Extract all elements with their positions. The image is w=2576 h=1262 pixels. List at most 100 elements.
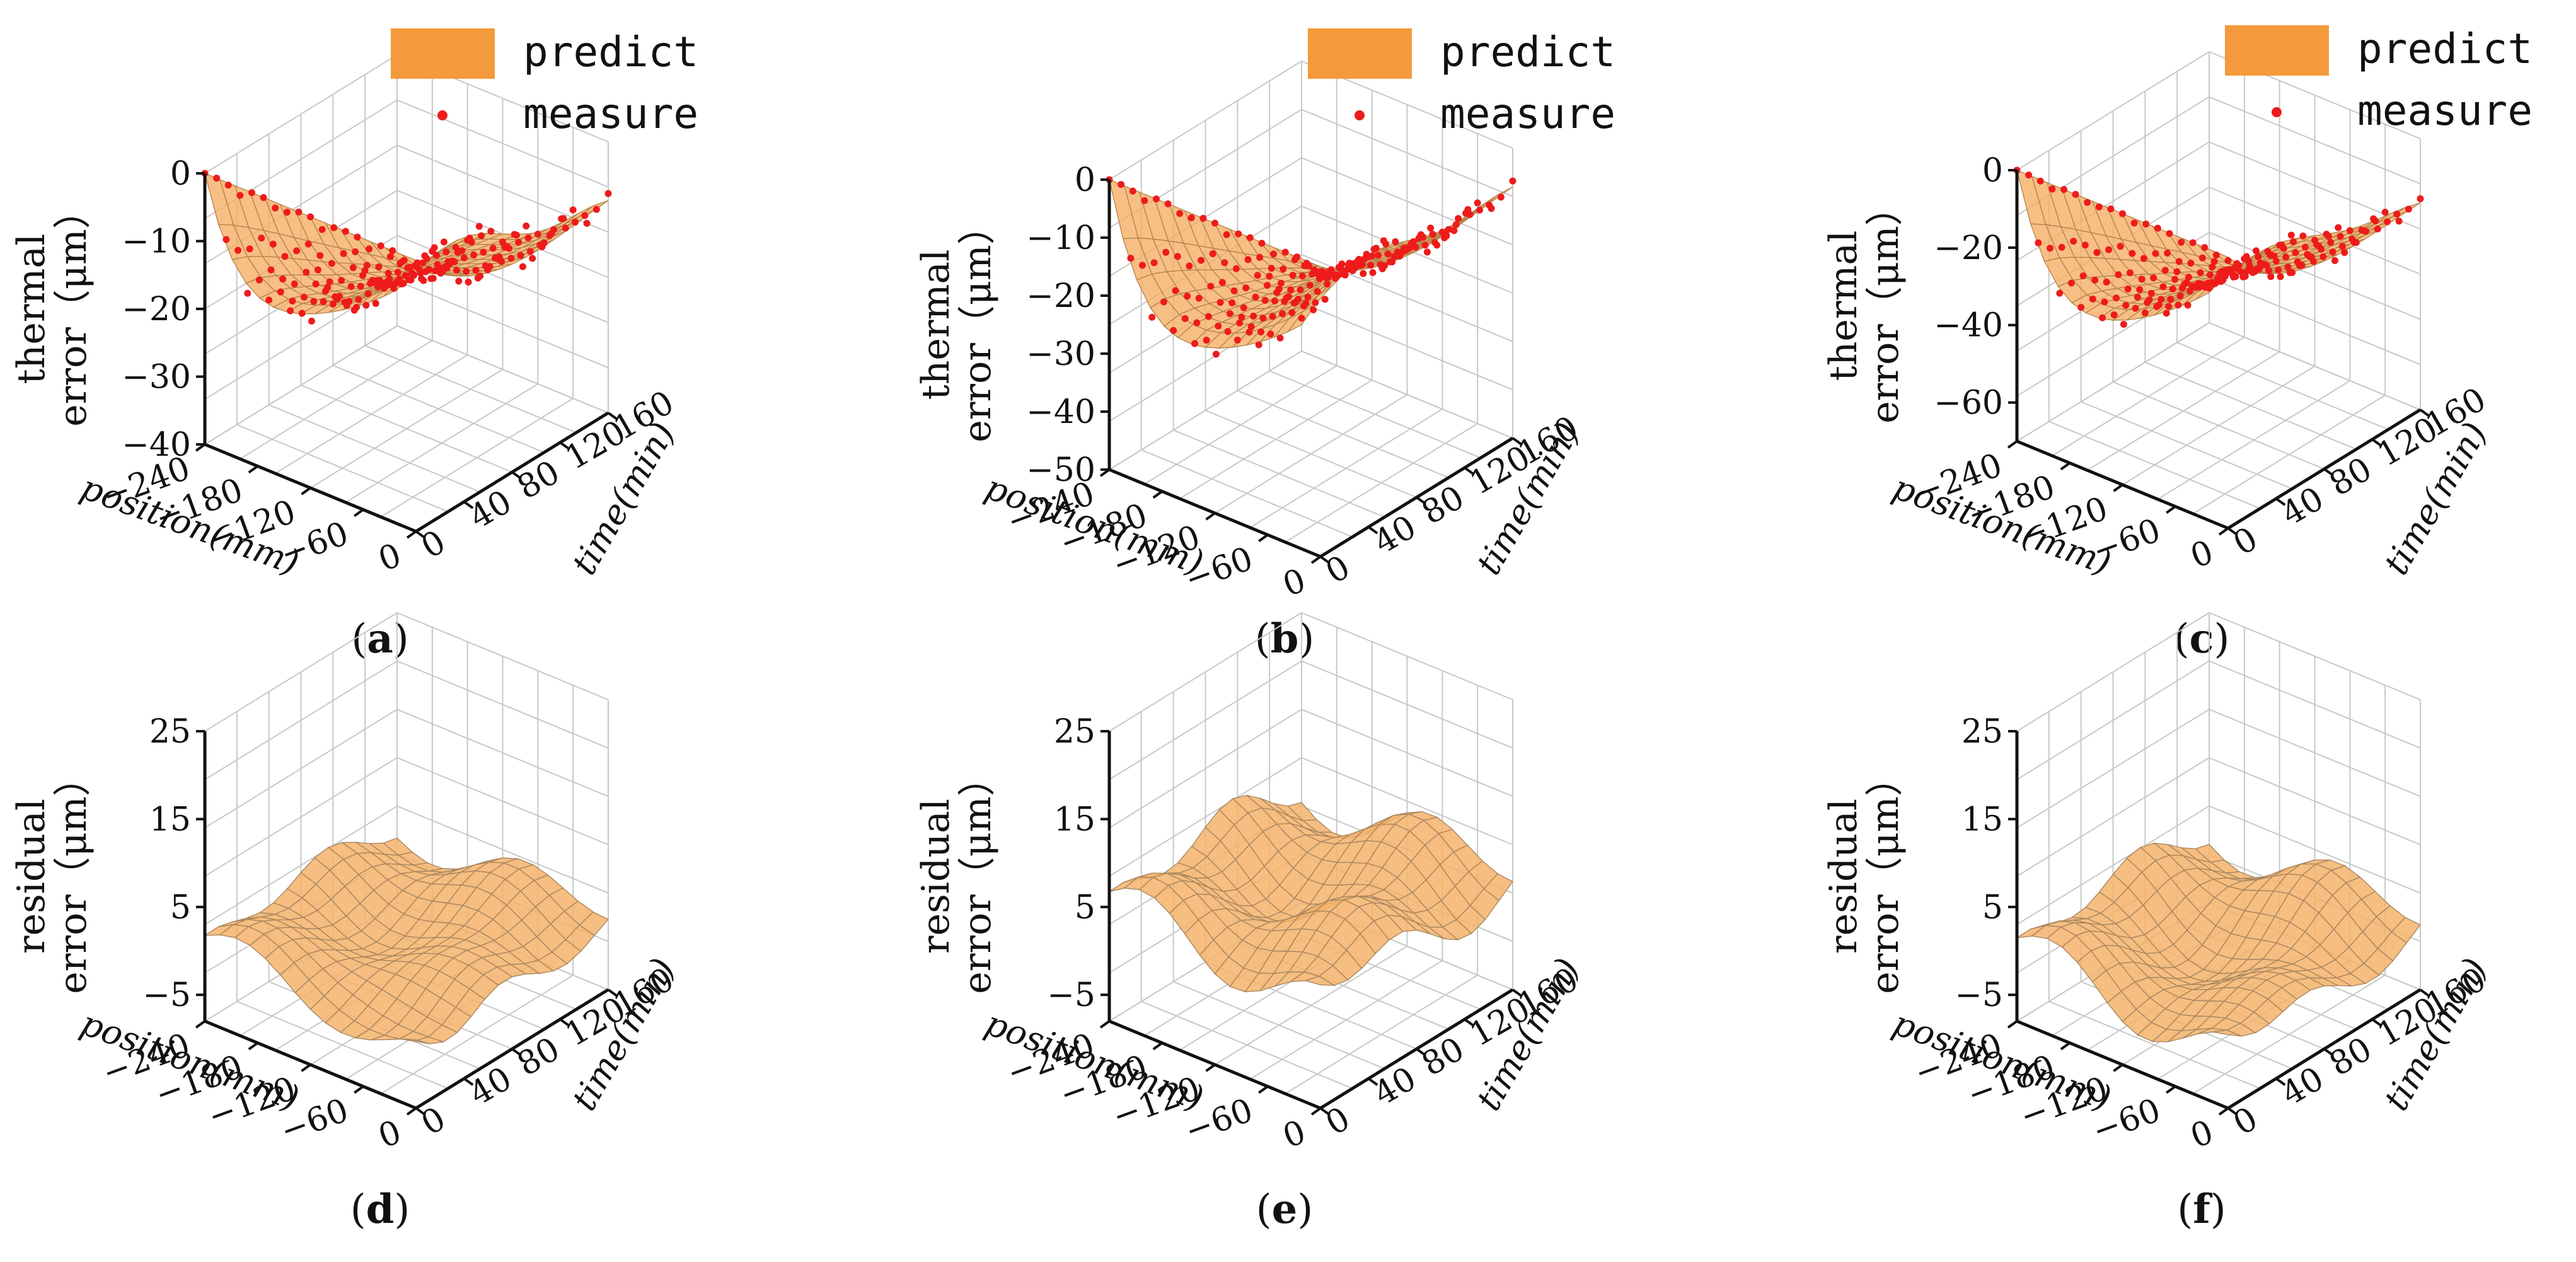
measure-point — [2205, 284, 2213, 292]
measure-point — [1254, 272, 1261, 279]
y-tick-mark — [2275, 497, 2286, 506]
measure-point — [1150, 259, 1158, 267]
measure-point — [1212, 350, 1220, 358]
measure-point — [338, 277, 345, 284]
measure-point — [1316, 275, 1324, 282]
measure-point — [362, 301, 370, 309]
grid-line — [1109, 660, 1302, 780]
measure-point — [2346, 227, 2354, 234]
measure-point — [1257, 328, 1265, 336]
panel-label-f: (f) — [2177, 1186, 2226, 1233]
x-tick-mark — [2007, 440, 2018, 449]
measure-point — [1287, 286, 1295, 294]
z-axis-label-line1: thermal — [9, 234, 54, 385]
z-tick-label: 15 — [1054, 801, 1095, 838]
x-tick-label: 0 — [1278, 562, 1311, 605]
measure-point — [2311, 236, 2318, 244]
measure-point — [2126, 269, 2134, 277]
z-axis-label-line1: thermal — [914, 250, 958, 400]
measure-point — [384, 269, 392, 277]
measure-point — [2267, 273, 2275, 281]
measure-point — [1195, 294, 1203, 302]
measure-point — [1452, 221, 1460, 228]
measure-point — [1344, 261, 1352, 269]
legend-swatch-predict — [1308, 28, 1412, 79]
y-tick-mark — [1416, 496, 1426, 505]
measure-point — [417, 269, 424, 277]
y-tick-mark — [1368, 526, 1378, 535]
measure-point — [440, 238, 448, 246]
measure-point — [1211, 219, 1218, 227]
measure-point — [2175, 258, 2183, 265]
measure-point — [318, 226, 326, 233]
measure-point — [236, 192, 244, 199]
measure-point — [453, 267, 460, 274]
measure-point — [2216, 269, 2224, 277]
measure-point — [330, 224, 338, 231]
measure-point — [367, 280, 374, 287]
grid-line — [2209, 612, 2421, 700]
measure-point — [1278, 310, 1286, 318]
measure-point — [2294, 258, 2301, 265]
y-tick-label: 40 — [463, 483, 518, 536]
measure-point — [2048, 185, 2056, 193]
z-tick-label: −60 — [1934, 385, 2003, 422]
measure-point — [255, 276, 263, 284]
measure-point — [419, 259, 427, 267]
measure-point — [1298, 315, 1305, 322]
grid-line — [1301, 108, 1513, 197]
measure-point — [536, 241, 544, 249]
y-tick-mark — [2371, 438, 2382, 447]
measure-point — [1216, 299, 1224, 306]
measure-point — [213, 175, 221, 182]
measure-point — [1236, 319, 1244, 327]
grid-line — [396, 325, 609, 414]
measure-point — [341, 298, 349, 306]
measure-point — [1244, 256, 1252, 263]
measure-point — [393, 278, 401, 286]
measure-point — [2056, 289, 2064, 297]
measure-point — [1312, 299, 1319, 306]
z-tick-label: −5 — [1955, 976, 2003, 1014]
measure-point — [2210, 258, 2218, 265]
measure-point — [347, 283, 355, 291]
y-tick-label: 80 — [511, 453, 566, 507]
measure-point — [2130, 219, 2138, 227]
measure-point — [2025, 171, 2033, 179]
measure-point — [267, 266, 275, 274]
measure-point — [1261, 296, 1269, 304]
measure-point — [2336, 233, 2344, 240]
surface-e — [1109, 794, 1514, 993]
measure-point — [304, 240, 312, 248]
grid-line — [2176, 342, 2389, 431]
measure-point — [2178, 238, 2185, 246]
measure-point — [435, 263, 442, 271]
panel-a: −240−180−120−60 0 040801201600−10−20−30−40… — [9, 28, 698, 663]
measure-point — [1333, 273, 1341, 281]
measure-point — [291, 280, 298, 287]
legend-label-predict: predict — [523, 28, 698, 76]
measure-point — [1176, 210, 1184, 217]
panel-d: −240−180−120−60 0 0408012016025155−5residu… — [9, 612, 683, 1233]
measure-point — [429, 248, 436, 255]
measure-point — [526, 248, 534, 255]
measure-point — [359, 272, 367, 279]
measure-point — [1290, 299, 1298, 307]
y-tick-mark — [2275, 1077, 2286, 1086]
measure-point — [1281, 298, 1288, 305]
measure-point — [320, 298, 327, 306]
measure-point — [376, 277, 384, 284]
y-tick-mark — [1464, 466, 1474, 475]
panel-label-d: (d) — [350, 1186, 410, 1233]
x-tick-mark — [2113, 1063, 2123, 1072]
measure-point — [301, 293, 308, 301]
panel-e: −240−180−120−60 0 0408012016025155−5residu… — [914, 612, 1587, 1233]
measure-point — [2299, 232, 2307, 240]
grid-line — [2113, 381, 2325, 470]
measure-point — [1326, 269, 1333, 276]
panel-label-letter: e — [1272, 1186, 1298, 1233]
y-tick-label: 40 — [1368, 1060, 1423, 1113]
measure-point — [1289, 272, 1297, 279]
measure-point — [307, 213, 314, 221]
x-tick-mark — [406, 1107, 417, 1116]
